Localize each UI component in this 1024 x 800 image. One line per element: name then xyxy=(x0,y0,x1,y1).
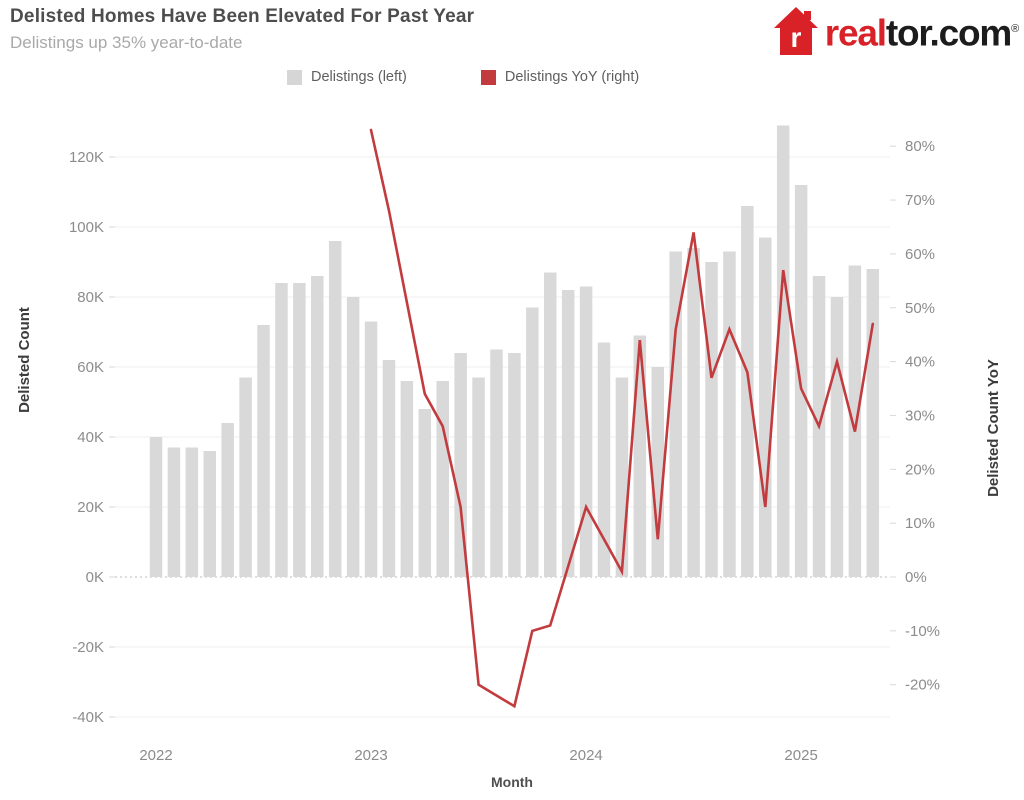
legend-item-delistings: Delistings (left) xyxy=(287,69,407,85)
left-axis-tick-label: 20K xyxy=(77,499,104,516)
delistings-bar xyxy=(436,381,449,577)
delistings-bar xyxy=(741,206,754,577)
logo-text-real: real xyxy=(824,12,887,54)
left-axis-tick-label: -40K xyxy=(72,709,104,726)
delistings-bar xyxy=(543,272,557,577)
delistings-bar xyxy=(203,451,217,577)
legend-swatch-yoy xyxy=(480,69,496,85)
logo-wordmark: realtor.com® xyxy=(824,2,1019,60)
right-axis-tick-label: 20% xyxy=(905,461,935,478)
right-axis-tick-label: 60% xyxy=(905,246,935,263)
right-axis-tick-label: 10% xyxy=(905,515,935,532)
left-axis-tick-label: 100K xyxy=(69,219,104,236)
x-axis-year-label: 2025 xyxy=(784,747,817,764)
delistings-bar xyxy=(275,283,288,577)
delistings-bar xyxy=(311,276,324,577)
delistings-bar xyxy=(382,360,396,577)
delistings-bar xyxy=(364,321,378,577)
delistings-bar xyxy=(418,409,432,577)
delistings-bar xyxy=(328,241,342,577)
delistings-bar xyxy=(759,237,772,577)
delistings-bar xyxy=(723,251,736,577)
legend-item-yoy: Delistings YoY (right) xyxy=(480,69,640,85)
delistings-bar xyxy=(508,353,521,577)
delistings-bar xyxy=(615,377,629,577)
logo-text-torcom: tor.com xyxy=(885,12,1012,54)
delistings-bar xyxy=(669,251,682,577)
right-axis-tick-label: 80% xyxy=(905,138,935,155)
right-axis-tick-label: 30% xyxy=(905,407,935,424)
delistings-bar xyxy=(257,325,270,577)
legend-label-yoy: Delistings YoY (right) xyxy=(504,69,640,85)
delistings-bar xyxy=(830,297,844,577)
x-axis-title: Month xyxy=(491,774,533,790)
x-axis-year-label: 2023 xyxy=(354,747,387,764)
left-axis-tick-label: 0K xyxy=(86,569,104,586)
right-axis-title: Delisted Count YoY xyxy=(985,359,1002,497)
legend-label-delistings: Delistings (left) xyxy=(311,69,407,85)
delistings-bar xyxy=(561,290,575,577)
delistings-yoy-line xyxy=(369,128,875,709)
left-axis-tick-label: 40K xyxy=(77,429,104,446)
delistings-bar xyxy=(526,307,539,577)
left-axis-tick-label: 60K xyxy=(77,359,104,376)
delistings-bar xyxy=(346,297,360,577)
right-axis-tick-label: -10% xyxy=(905,623,940,640)
left-axis-tick-label: -20K xyxy=(72,639,104,656)
x-axis-year-label: 2022 xyxy=(139,747,172,764)
x-axis-year-label: 2024 xyxy=(569,747,602,764)
logo-house-letter: r xyxy=(790,22,801,53)
delistings-bar xyxy=(579,286,593,577)
delistings-bar xyxy=(490,349,503,577)
delistings-bar xyxy=(472,377,485,577)
chart-subtitle: Delistings up 35% year-to-date xyxy=(10,33,243,52)
right-axis-tick-label: -20% xyxy=(905,677,940,694)
delistings-bar xyxy=(149,437,163,577)
realtor-house-icon: r xyxy=(773,7,818,55)
delistings-bar xyxy=(293,283,306,577)
delistings-bar xyxy=(776,125,790,577)
delistings-bar xyxy=(239,377,252,577)
legend: Delistings (left) Delistings YoY (right) xyxy=(287,69,639,85)
delistings-bar xyxy=(167,447,181,577)
right-axis-tick-label: 40% xyxy=(905,354,935,371)
delistings-bar xyxy=(454,353,467,577)
delistings-bar xyxy=(185,447,199,577)
left-axis-tick-label: 120K xyxy=(69,149,104,166)
logo-registered-mark: ® xyxy=(1011,22,1019,35)
delistings-bar xyxy=(866,269,880,577)
delistings-bar xyxy=(221,423,234,577)
delistings-bar xyxy=(633,335,647,577)
right-axis-tick-label: 50% xyxy=(905,300,935,317)
legend-swatch-delistings xyxy=(287,69,302,85)
chart-title: Delisted Homes Have Been Elevated For Pa… xyxy=(10,6,475,27)
realtor-logo: r realtor.com® xyxy=(773,2,1019,60)
left-axis-title: Delisted Count xyxy=(16,307,33,413)
delistings-bar xyxy=(597,342,611,577)
left-axis-tick-label: 80K xyxy=(77,289,104,306)
delistings-bar xyxy=(400,381,414,577)
right-axis-tick-label: 70% xyxy=(905,192,935,209)
right-axis-tick-label: 0% xyxy=(905,569,927,586)
delistings-bar xyxy=(848,265,862,577)
delistings-bar xyxy=(705,262,718,577)
delistings-bar xyxy=(651,367,665,577)
delistings-bar xyxy=(687,248,700,577)
